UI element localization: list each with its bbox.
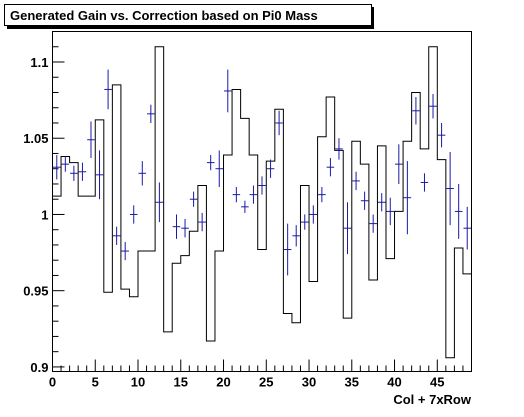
tick-labels: 0 5 10 15 20 25 30 35 40 45 0.9 0.95 1 1.05 1.1	[23, 55, 444, 390]
x-tick-label: 0	[49, 375, 56, 390]
x-tick-label: 25	[259, 375, 273, 390]
data-point	[95, 150, 104, 200]
chart-title: Generated Gain vs. Correction based on P…	[10, 8, 318, 23]
data-point	[70, 165, 78, 181]
data-point	[198, 212, 206, 232]
data-point	[121, 241, 129, 261]
data-point	[78, 162, 87, 181]
x-tick-label: 10	[131, 375, 145, 390]
y-tick-label: 1.05	[23, 131, 48, 146]
x-tick-label: 20	[216, 375, 230, 390]
data-point	[309, 205, 318, 224]
data-point	[292, 225, 300, 247]
data-point	[172, 214, 181, 239]
data-point	[129, 205, 138, 224]
data-point	[53, 154, 61, 180]
x-axis-title: Col + 7xRow	[393, 392, 472, 407]
data-point	[189, 191, 198, 207]
histogram-line	[52, 46, 472, 359]
data-point	[326, 158, 335, 177]
data-point	[241, 200, 249, 213]
title-box	[4, 4, 372, 26]
axis-ticks	[52, 31, 472, 372]
data-point	[147, 104, 155, 123]
x-tick-label: 15	[174, 375, 188, 390]
data-point	[215, 150, 224, 188]
data-point	[343, 202, 352, 255]
y-tick-label: 0.95	[23, 284, 48, 299]
data-point	[429, 94, 437, 119]
data-point	[275, 110, 283, 136]
y-tick-label: 1.1	[30, 55, 48, 70]
data-point	[403, 161, 412, 235]
data-point	[454, 183, 463, 239]
data-point	[206, 154, 215, 171]
data-point	[352, 171, 360, 191]
plot-frame	[52, 31, 472, 372]
points-series	[53, 69, 471, 276]
data-point	[258, 176, 266, 195]
data-point	[104, 69, 112, 110]
data-point	[446, 151, 454, 226]
histogram-series	[52, 46, 472, 359]
data-point	[283, 223, 292, 276]
data-point	[155, 182, 164, 223]
x-tick-label: 40	[387, 375, 401, 390]
data-point	[112, 226, 121, 245]
data-point	[360, 191, 369, 210]
x-tick-label: 30	[302, 375, 316, 390]
data-point	[386, 197, 395, 226]
data-point	[266, 159, 275, 178]
data-point	[138, 161, 147, 186]
data-point	[87, 121, 95, 159]
data-point	[395, 144, 403, 184]
data-point	[335, 138, 343, 160]
data-point	[232, 187, 241, 203]
x-tick-label: 35	[345, 375, 359, 390]
data-point	[412, 97, 420, 125]
data-point	[437, 122, 446, 148]
data-point	[249, 185, 258, 204]
data-point	[181, 219, 189, 238]
y-tick-label: 1	[41, 207, 48, 222]
data-point	[224, 69, 232, 113]
data-point	[61, 156, 70, 172]
data-point	[463, 206, 471, 250]
x-tick-label: 45	[430, 375, 444, 390]
x-tick-label: 5	[92, 375, 99, 390]
data-point	[420, 173, 429, 192]
data-point	[300, 214, 309, 230]
data-point	[377, 193, 386, 212]
data-point	[318, 187, 326, 203]
y-tick-label: 0.9	[30, 360, 48, 375]
data-point	[369, 214, 377, 233]
